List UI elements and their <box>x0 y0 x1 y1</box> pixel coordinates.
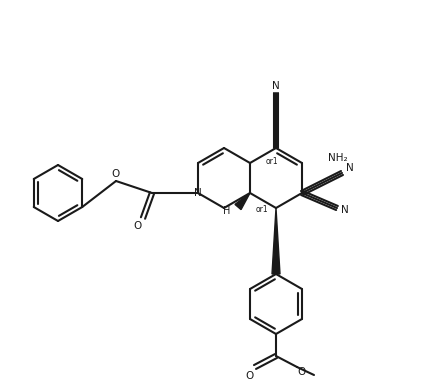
Text: N: N <box>272 81 280 91</box>
Text: O: O <box>133 221 141 231</box>
Text: H: H <box>223 206 230 216</box>
Text: or1: or1 <box>266 156 279 165</box>
Text: O: O <box>112 169 120 179</box>
Polygon shape <box>272 208 280 274</box>
Polygon shape <box>235 193 250 210</box>
Text: or1: or1 <box>256 205 268 214</box>
Text: N: N <box>341 205 349 215</box>
Text: N: N <box>346 163 354 173</box>
Text: NH₂: NH₂ <box>328 153 348 163</box>
Text: O: O <box>246 371 254 381</box>
Text: O: O <box>298 367 306 377</box>
Text: N: N <box>194 188 202 198</box>
